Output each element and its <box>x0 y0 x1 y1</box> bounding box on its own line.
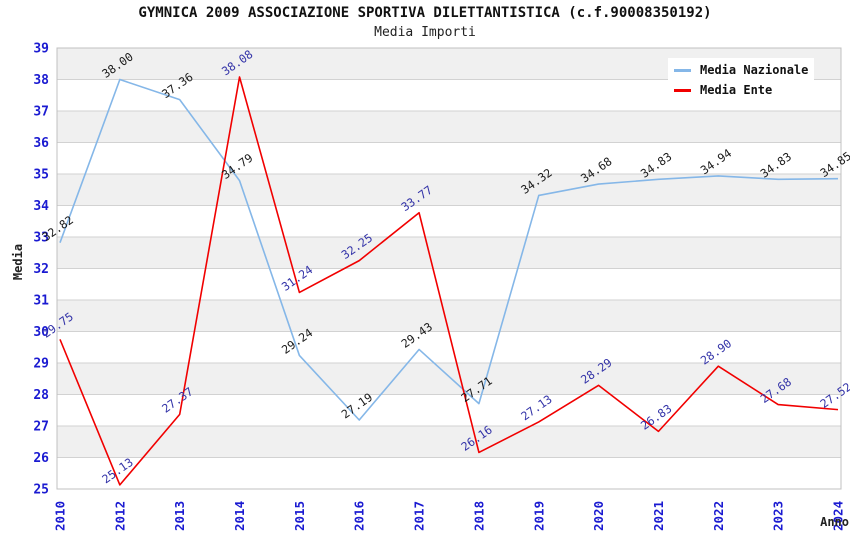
plot-band <box>57 237 841 269</box>
y-axis-title: Media <box>11 243 25 281</box>
x-tick-label: 2010 <box>53 501 68 531</box>
y-tick-label: 37 <box>33 105 49 120</box>
legend-label: Media Nazionale <box>700 63 809 77</box>
y-tick-label: 34 <box>33 199 49 214</box>
legend-line-swatch-blue <box>674 68 691 72</box>
y-tick-label: 28 <box>33 388 49 403</box>
legend: Media Nazionale Media Ente <box>668 58 814 102</box>
series-line-media-ente <box>59 76 839 486</box>
y-tick-label: 26 <box>33 451 49 466</box>
x-tick-label: 2021 <box>651 501 666 531</box>
x-tick-label: 2023 <box>771 501 786 531</box>
x-tick-label: 2022 <box>711 501 726 531</box>
y-tick-label: 31 <box>33 294 49 309</box>
x-tick-label: 2012 <box>112 501 127 531</box>
plot-band <box>57 363 841 395</box>
legend-label: Media Ente <box>700 83 773 97</box>
y-tick-label: 30 <box>33 325 49 340</box>
legend-item-media-nazionale: Media Nazionale <box>668 60 814 80</box>
x-tick-label: 2024 <box>831 501 846 531</box>
x-tick-label: 2014 <box>232 501 247 531</box>
y-tick-label: 39 <box>33 42 49 57</box>
y-tick-label: 29 <box>33 357 49 372</box>
chart-subtitle: Media Importi <box>374 25 476 40</box>
x-tick-label: 2015 <box>292 501 307 531</box>
plot-border <box>56 47 842 490</box>
data-label: 25.13 <box>99 455 135 486</box>
x-tick-label: 2016 <box>352 501 367 531</box>
x-tick-label: 2019 <box>531 501 546 531</box>
data-label: 27.13 <box>518 392 554 423</box>
x-tick-label: 2017 <box>412 501 427 531</box>
chart-title: GYMNICA 2009 ASSOCIAZIONE SPORTIVA DILET… <box>138 5 712 21</box>
legend-line-swatch-red <box>674 88 691 92</box>
x-tick-label: 2018 <box>471 501 486 531</box>
series-line-media-nazionale <box>59 78 839 421</box>
x-tick-label: 2020 <box>591 501 606 531</box>
plot-band <box>57 111 841 143</box>
y-tick-label: 25 <box>33 483 49 498</box>
y-tick-label: 32 <box>33 262 49 277</box>
y-tick-label: 36 <box>33 136 49 151</box>
y-tick-label: 38 <box>33 73 49 88</box>
y-tick-label: 27 <box>33 420 49 435</box>
y-tick-label: 33 <box>33 231 49 246</box>
y-tick-label: 35 <box>33 168 49 183</box>
data-label: 34.94 <box>698 146 734 177</box>
x-tick-label: 2013 <box>172 501 187 531</box>
plot-band <box>57 174 841 206</box>
plot-band <box>57 426 841 458</box>
plot-band <box>57 300 841 332</box>
legend-item-media-ente: Media Ente <box>668 80 814 100</box>
x-axis-title: Anno <box>820 515 849 529</box>
